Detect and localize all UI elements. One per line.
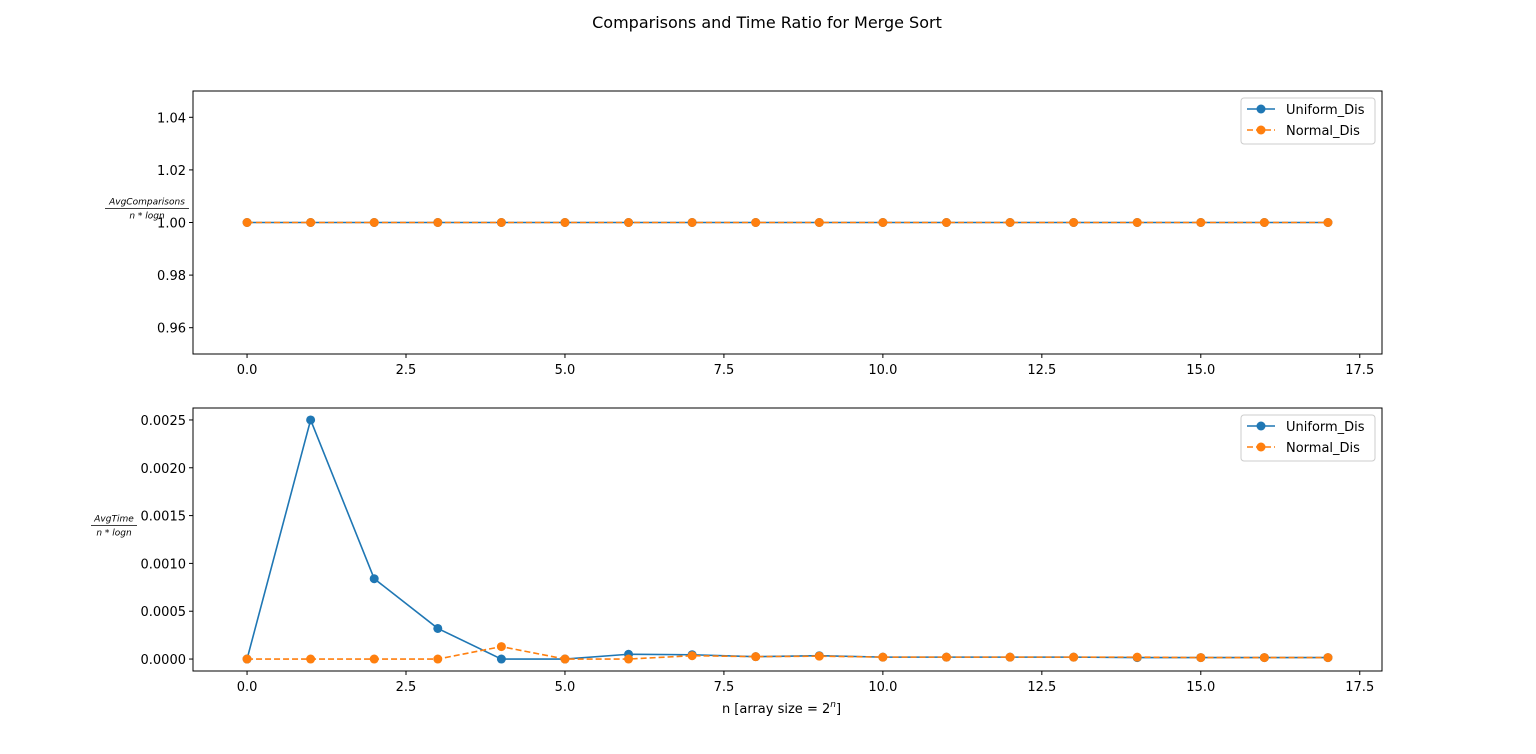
data-point-uniform-dis	[306, 415, 316, 425]
y-tick-label: 0.0005	[141, 605, 187, 620]
comparisons-ratio-subplot: 0.0 2.5 5.0 7.5 10.0 12.5 15.0 17.5 0.96 0.98 1.00…	[105, 90, 1383, 378]
y-tick-label: 1.04	[157, 111, 186, 126]
x-tick-label: 15.0	[1186, 363, 1215, 378]
x-tick-label: 12.5	[1027, 680, 1056, 695]
data-point-normal-dis	[1069, 218, 1079, 227]
data-point-normal-dis	[496, 218, 506, 227]
data-point-normal-dis	[751, 218, 761, 227]
legend-marker-normal-dis	[1256, 442, 1266, 452]
data-point-normal-dis	[306, 218, 316, 227]
legend-label: Uniform_Dis	[1286, 420, 1365, 435]
x-tick-label: 17.5	[1345, 680, 1374, 695]
data-point-normal-dis	[814, 218, 824, 227]
data-point-normal-dis	[1069, 652, 1079, 662]
data-point-normal-dis	[1005, 652, 1015, 662]
y-tick-label: 0.0010	[141, 557, 187, 572]
x-tick-label: 15.0	[1186, 680, 1215, 695]
x-axis-label-text: n [array size = 2	[722, 702, 830, 717]
y-tick-label: 0.0015	[141, 510, 187, 525]
data-point-normal-dis	[1259, 653, 1269, 663]
legend-label: Normal_Dis	[1286, 124, 1360, 139]
legend-label: Uniform_Dis	[1286, 103, 1365, 118]
data-point-normal-dis	[369, 654, 379, 664]
data-point-normal-dis	[1323, 218, 1333, 227]
axes-frame	[192, 90, 1383, 355]
x-axis-label-superscript: n	[830, 700, 836, 710]
data-point-normal-dis	[1132, 218, 1142, 227]
data-point-normal-dis	[687, 651, 697, 661]
data-point-normal-dis	[624, 218, 634, 227]
data-point-uniform-dis	[496, 654, 506, 664]
x-tick-label: 2.5	[396, 680, 417, 695]
data-point-normal-dis	[941, 218, 951, 227]
x-axis-label: n [array size = 2n]	[722, 700, 841, 717]
legend-marker-normal-dis	[1256, 125, 1266, 135]
data-point-normal-dis	[433, 654, 443, 664]
legend-marker-uniform-dis	[1256, 104, 1266, 114]
x-tick-label: 10.0	[868, 363, 897, 378]
y-axis-label-denominator: n * logn	[96, 529, 132, 539]
data-point-normal-dis	[1323, 653, 1333, 663]
y-axis-label-denominator: n * logn	[129, 212, 165, 222]
data-point-uniform-dis	[433, 623, 443, 633]
y-tick-label: 0.96	[157, 322, 186, 337]
data-point-normal-dis	[687, 218, 697, 227]
data-point-normal-dis	[1196, 218, 1206, 227]
x-tick-label: 5.0	[555, 363, 576, 378]
series-line-normal-dis	[247, 645, 1328, 660]
data-point-normal-dis	[433, 218, 443, 227]
data-point-normal-dis	[560, 654, 570, 664]
y-axis-label-numerator: AvgComparisons	[108, 198, 185, 208]
data-point-normal-dis	[624, 654, 634, 664]
x-tick-label: 0.0	[237, 363, 258, 378]
data-point-normal-dis	[751, 652, 761, 662]
data-point-normal-dis	[1196, 653, 1206, 663]
y-tick-label: 1.00	[157, 217, 186, 232]
x-tick-label: 0.0	[237, 680, 258, 695]
data-point-normal-dis	[306, 654, 316, 664]
x-tick-label: 2.5	[396, 363, 417, 378]
data-point-normal-dis	[560, 218, 570, 227]
data-point-normal-dis	[941, 652, 951, 662]
x-tick-label: 7.5	[714, 363, 735, 378]
time-ratio-subplot: 0.0 2.5 5.0 7.5 10.0 12.5 15.0 17.5 0.0000 0.0005…	[91, 407, 1383, 717]
x-axis-label-end: ]	[836, 702, 841, 717]
x-tick-label: 7.5	[714, 680, 735, 695]
data-point-normal-dis	[242, 654, 252, 664]
data-point-normal-dis	[1132, 652, 1142, 662]
data-point-normal-dis	[878, 652, 888, 662]
x-tick-label: 5.0	[555, 680, 576, 695]
data-point-normal-dis	[878, 218, 888, 227]
y-tick-label: 0.98	[157, 269, 186, 284]
figure-suptitle: Comparisons and Time Ratio for Merge Sor…	[592, 13, 942, 32]
axes-frame	[192, 407, 1383, 672]
data-point-uniform-dis	[369, 574, 379, 584]
y-tick-label: 0.0020	[141, 462, 187, 477]
x-tick-label: 17.5	[1345, 363, 1374, 378]
data-point-normal-dis	[496, 642, 506, 652]
data-point-normal-dis	[1005, 218, 1015, 227]
y-tick-label: 1.02	[157, 164, 186, 179]
legend-marker-uniform-dis	[1256, 421, 1266, 431]
data-point-normal-dis	[242, 218, 252, 227]
legend-label: Normal_Dis	[1286, 441, 1360, 456]
x-tick-label: 12.5	[1027, 363, 1056, 378]
y-tick-label: 0.0000	[141, 653, 187, 668]
data-point-normal-dis	[814, 651, 824, 661]
data-point-normal-dis	[369, 218, 379, 227]
x-tick-label: 10.0	[868, 680, 897, 695]
y-tick-label: 0.0025	[141, 414, 187, 429]
y-axis-label-numerator: AvgTime	[93, 515, 134, 525]
data-point-normal-dis	[1259, 218, 1269, 227]
